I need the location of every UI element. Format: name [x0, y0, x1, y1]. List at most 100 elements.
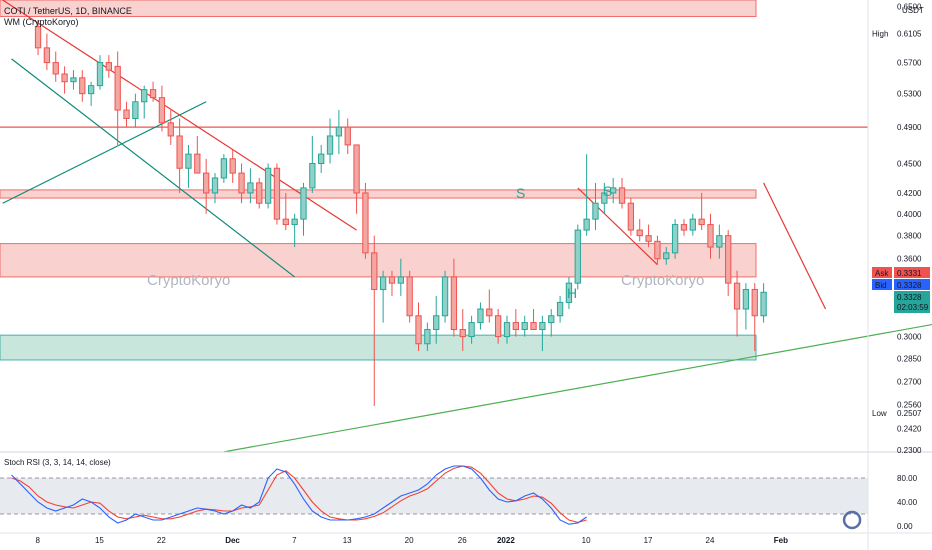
candle-body	[167, 122, 174, 137]
candle-body	[87, 85, 95, 95]
bid-badge-label: Bid	[875, 281, 887, 290]
candle-body	[335, 126, 343, 137]
candle-body	[441, 276, 449, 317]
indicator-title[interactable]: WM (CryptoKoryo)	[4, 17, 79, 27]
candle-body	[61, 73, 68, 83]
candle-body	[123, 109, 130, 120]
price-axis-currency: USDT	[902, 6, 924, 15]
candle-body	[371, 252, 378, 290]
price-tick-label: 0.2560	[897, 400, 922, 409]
candle-body	[450, 276, 458, 331]
stoch-rsi-title[interactable]: Stoch RSI (3, 3, 14, 14, close)	[4, 458, 111, 467]
price-tick-label: 0.3000	[897, 333, 922, 342]
candle-body	[415, 315, 422, 345]
candle-body	[610, 187, 617, 194]
candle-body	[238, 172, 245, 194]
time-tick-label: 20	[405, 536, 414, 545]
rsi-tick-label: 0.00	[897, 522, 913, 531]
price-tick-label: 0.2700	[897, 378, 922, 387]
candle-body	[326, 135, 334, 155]
ask-badge-value: 0.3331	[897, 269, 922, 278]
candle-body	[459, 329, 466, 338]
candle-body	[433, 315, 440, 331]
candle-body	[291, 218, 298, 226]
price-tick-label: 0.3800	[897, 232, 922, 241]
time-tick-label: 17	[644, 536, 653, 545]
highlight-circle-marker	[842, 510, 862, 530]
candle-body	[96, 62, 104, 87]
candle-body	[521, 322, 528, 331]
trendline-red-3	[577, 187, 658, 266]
candle-body	[247, 182, 254, 194]
rsi-tick-label: 80.00	[897, 474, 918, 483]
watermark-right: CryptoKoryo	[621, 272, 704, 289]
candle-body	[751, 288, 758, 317]
candle-body	[158, 97, 166, 124]
candle-body	[220, 158, 228, 179]
high-value: 0.6105	[897, 29, 922, 38]
candle-body	[592, 202, 599, 220]
stoch-rsi-layer	[0, 465, 868, 530]
bid-badge-value-bg	[894, 279, 930, 290]
drawings-layer	[0, 0, 932, 453]
time-tick-label: Dec	[225, 536, 240, 545]
candle-body	[627, 202, 635, 231]
candle-body	[618, 187, 626, 204]
zone-support-3	[0, 334, 757, 361]
candle-body	[477, 308, 484, 324]
last-price-value: 0.3328	[897, 293, 922, 302]
zone-resistance-0	[0, 0, 757, 17]
candle-body	[114, 65, 121, 111]
trendline-green-5	[223, 323, 932, 453]
candle-body	[512, 322, 519, 331]
candle-body	[397, 276, 404, 284]
time-tick-label: 10	[582, 536, 591, 545]
time-tick-label: 7	[292, 536, 297, 545]
trendline-red-4	[763, 182, 827, 310]
price-tick-label: 0.6500	[897, 3, 922, 12]
candles-layer	[34, 19, 767, 406]
ask-badge-label-bg	[872, 267, 892, 278]
price-tick-label: 0.2300	[897, 446, 922, 455]
low-label: Low	[872, 409, 887, 418]
candle-body	[141, 89, 148, 103]
candle-body	[318, 153, 325, 164]
candle-body	[503, 322, 511, 338]
candle-body	[70, 77, 77, 83]
candle-body	[494, 315, 502, 338]
price-tick-label: 0.4500	[897, 159, 922, 168]
stoch-rsi-d-line	[11, 465, 587, 523]
candle-body	[539, 322, 546, 331]
candle-body	[565, 282, 573, 303]
candle-body	[353, 144, 360, 194]
time-tick-label: 2022	[497, 536, 515, 545]
candle-body	[636, 229, 643, 237]
candle-body	[486, 308, 493, 317]
time-tick-label: Feb	[774, 536, 788, 545]
time-tick-label: 24	[706, 536, 715, 545]
candle-body	[424, 329, 431, 345]
zone-resistance-1	[0, 189, 757, 199]
candle-body	[645, 235, 652, 242]
candle-body	[79, 77, 86, 95]
symbol-title[interactable]: COTI / TetherUS, 1D, BINANCE	[4, 6, 132, 16]
candle-body	[388, 276, 396, 284]
high-label: High	[872, 29, 888, 38]
bid-badge-value: 0.3328	[897, 281, 922, 290]
ask-badge-label: Ask	[875, 269, 889, 278]
price-tick-label: 0.2420	[897, 424, 922, 433]
pattern-head: H	[567, 285, 577, 301]
candle-body	[654, 240, 661, 260]
candle-body	[273, 167, 281, 220]
candle-body	[379, 276, 387, 290]
trendline-teal-2	[2, 101, 207, 204]
candle-body	[194, 153, 201, 174]
candle-body	[707, 224, 714, 248]
bid-badge-label-bg	[872, 279, 892, 290]
ask-badge-value-bg	[894, 267, 930, 278]
price-tick-label: 0.4200	[897, 189, 922, 198]
candle-body	[716, 235, 723, 248]
zones-layer	[0, 0, 757, 361]
